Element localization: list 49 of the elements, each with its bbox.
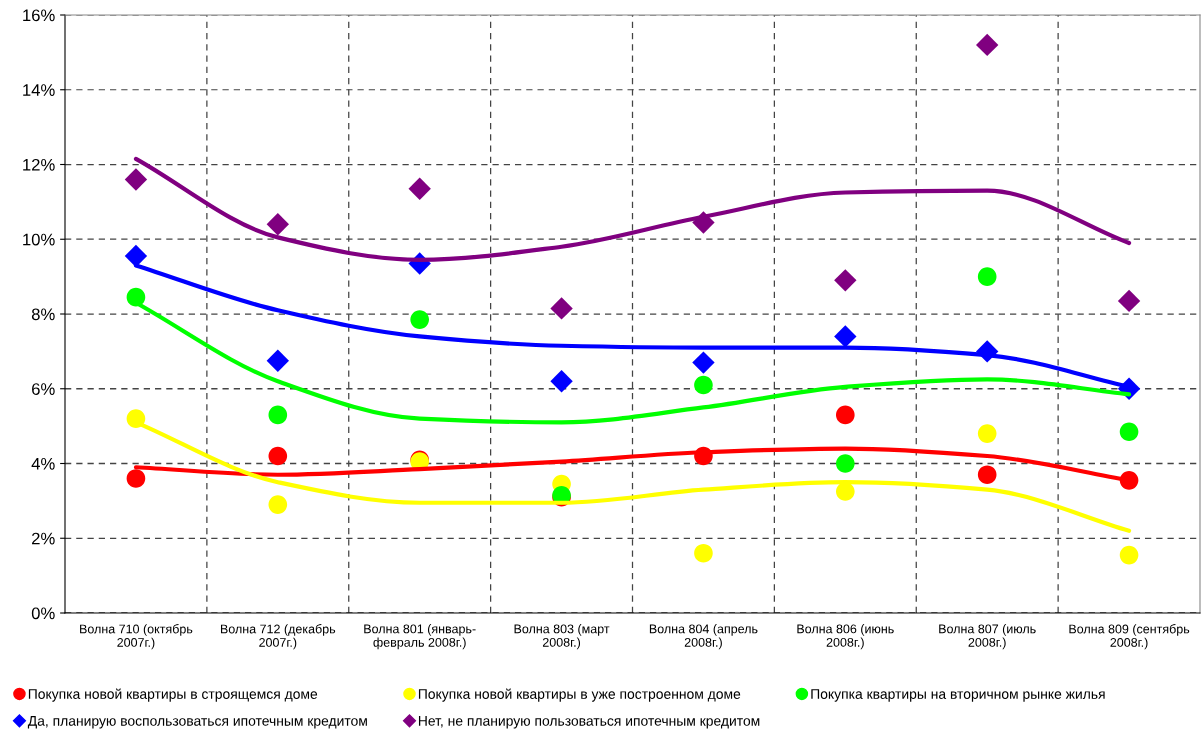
- y-tick-label: 0%: [31, 607, 55, 620]
- x-tick-label: Волна 710 (октябрь 2007г.): [80, 624, 193, 650]
- y-tick-label: 8%: [31, 308, 55, 321]
- x-tick-label: Волна 803 (март 2008г.): [514, 624, 610, 650]
- point: [550, 370, 573, 393]
- legend-label: Покупка квартиры на вторичном рынке жилья: [811, 689, 1105, 702]
- point: [692, 351, 715, 374]
- x-tick-label: Волна 807 (июль 2008г.): [939, 624, 1036, 650]
- point: [977, 465, 997, 485]
- x-tick-label: Волна 806 (июнь 2008г.): [797, 624, 894, 650]
- y-tick-label: 12%: [23, 158, 55, 171]
- point: [694, 543, 713, 563]
- point: [975, 33, 999, 57]
- point: [268, 446, 288, 466]
- point: [550, 297, 573, 320]
- x-tick-label: Волна 809 (сентябрь 2008г.): [1069, 624, 1190, 650]
- point: [977, 267, 997, 286]
- y-tick-label: 4%: [31, 457, 55, 470]
- point: [836, 405, 855, 425]
- legend-label: Покупка новой квартиры в уже построенном доме: [418, 688, 741, 702]
- y-tick-label: 10%: [23, 233, 55, 246]
- point: [124, 244, 148, 268]
- y-tick-label: 2%: [32, 532, 55, 545]
- point: [836, 454, 855, 473]
- point: [1119, 545, 1139, 565]
- point: [266, 349, 290, 372]
- point: [124, 168, 148, 191]
- point: [694, 375, 713, 395]
- x-tick-label: Волна 804 (апрель 2008г.): [649, 624, 758, 650]
- y-tick-label: 16%: [23, 9, 55, 22]
- point: [834, 269, 857, 292]
- point: [836, 482, 855, 501]
- x-tick-label: Волна 712 (декабрь 2007г.): [221, 624, 336, 650]
- point: [1119, 422, 1139, 442]
- y-tick-label: 14%: [23, 84, 55, 96]
- x-tick-label: Волна 801 (январь- февраль 2008г.): [364, 624, 476, 650]
- point: [834, 325, 857, 348]
- point: [268, 495, 288, 514]
- point: [266, 213, 290, 236]
- point: [410, 310, 429, 329]
- legend-label: Нет, не планирую пользоваться ипотечным кредитом: [418, 716, 760, 729]
- y-tick-label: 6%: [32, 383, 55, 395]
- legend-label: Да, планирую воспользоваться ипотечным кредитом: [27, 716, 367, 729]
- legend-label: Покупка новой квартиры в строящемся доме: [28, 688, 318, 702]
- point: [126, 469, 146, 488]
- point: [1117, 289, 1141, 313]
- point: [408, 177, 431, 200]
- point: [268, 405, 288, 425]
- point: [977, 424, 997, 443]
